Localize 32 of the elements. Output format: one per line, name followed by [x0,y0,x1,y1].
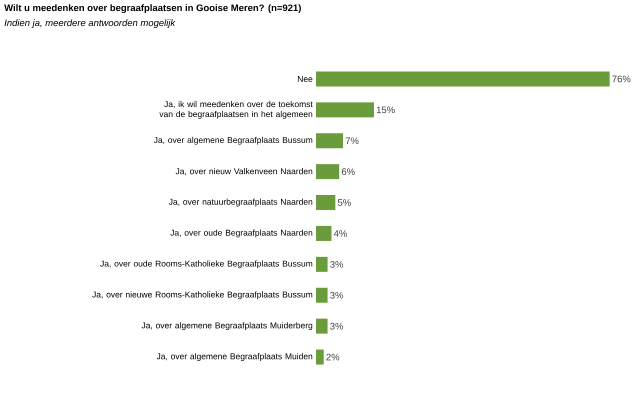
data-label: 2% [326,354,340,360]
text: Wilt u meedenken over begraafplaatsen in Gooise Meren? (n=921) [4,4,301,14]
y-tick-label: Ja, over oude Begraafplaats Naarden [170,229,312,238]
y-tick-label: Ja, over algemene Begraafplaats Muiden [156,353,312,361]
bar [316,318,328,334]
data-label: 3% [330,261,344,268]
y-tick-label: Ja, ik wil meedenken over de toekomst van de begraafplaatsen in het algemeen [159,100,313,119]
data-label: 3% [330,322,344,330]
data-label: 6% [342,168,355,175]
data-label: 7% [346,137,359,144]
bar [316,350,324,365]
data-label: 4% [334,230,347,237]
bar [316,288,328,303]
y-tick-label: Ja, over algemene Begraafplaats Bussum [154,136,312,145]
bar [316,195,336,210]
bar [316,164,340,180]
bar [316,133,344,148]
bar [316,102,374,118]
data-label: 3% [330,292,344,299]
y-tick-label: Ja, over algemene Begraafplaats Muiderberg [142,322,312,330]
y-tick-label: Ja, over nieuw Valkenveen Naarden [176,168,312,176]
y-tick-label: Ja, over natuurbegraafplaats Naarden [168,198,312,206]
text: Indien ja, meerdere antwoorden mogelijk [4,19,176,28]
data-label: 15% [376,106,395,114]
data-label: 76% [612,76,630,82]
bar [316,71,610,86]
y-tick-label: Ja, over nieuwe Rooms-Katholieke Begraafplaats Bussum [92,291,312,300]
data-label: 5% [338,199,351,206]
bar [316,226,332,241]
y-tick-label: Nee [298,76,312,82]
bar [316,256,328,272]
y-tick-label: Ja, over oude Rooms-Katholieke Begraafplaats Bussum [100,260,312,268]
